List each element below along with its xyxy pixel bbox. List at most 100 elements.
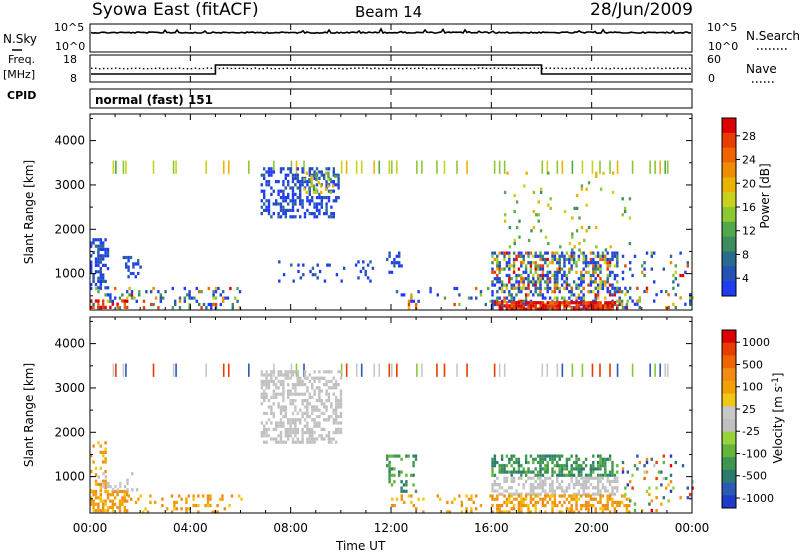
data-cell: [546, 277, 549, 281]
data-cell: [327, 199, 331, 203]
data-cell: [104, 450, 107, 454]
data-cell: [99, 273, 102, 277]
data-cell: [553, 497, 557, 501]
data-cell: [662, 267, 665, 271]
data-cell: [335, 427, 338, 431]
data-cell: [144, 507, 147, 511]
data-cell: [161, 504, 164, 508]
data-cell: [672, 286, 675, 290]
data-cell: [582, 489, 585, 493]
data-cell: [308, 431, 311, 435]
data-cell: [458, 494, 461, 498]
data-cell: [546, 470, 549, 474]
data-cell: [537, 219, 540, 223]
data-cell: [357, 260, 360, 264]
data-cell: [551, 473, 554, 477]
data-cell: [116, 488, 120, 492]
data-cell: [604, 254, 607, 258]
data-cell: [539, 277, 542, 281]
data-cell: [568, 510, 571, 514]
data-cell: [332, 212, 335, 216]
data-cell: [265, 370, 268, 374]
data-cell: [560, 467, 564, 471]
data-cell: [157, 306, 160, 310]
data-cell: [491, 489, 494, 493]
data-cell: [505, 251, 509, 255]
data-cell: [294, 431, 297, 435]
colorbar-swatch: [722, 162, 736, 178]
data-cell: [320, 170, 323, 174]
data-cell: [517, 504, 521, 508]
data-cell: [453, 286, 456, 291]
data-cell: [560, 489, 564, 493]
data-cell: [520, 273, 523, 278]
data-cell: [325, 196, 328, 200]
data-cell: [532, 460, 535, 465]
data-cell: [560, 494, 564, 498]
data-cell: [518, 235, 521, 239]
data-cell: [303, 392, 307, 396]
data-cell: [296, 383, 299, 387]
data-cell: [125, 255, 128, 260]
data-cell: [559, 245, 562, 249]
data-cell: [541, 483, 545, 487]
data-cell: [310, 178, 313, 182]
data-cell: [512, 270, 516, 274]
data-cell: [541, 307, 545, 311]
data-cell: [505, 489, 509, 493]
data-cell: [287, 180, 290, 184]
data-cell: [133, 296, 136, 300]
data-cell: [660, 289, 663, 294]
data-cell: [330, 437, 333, 441]
data-cell: [97, 286, 100, 290]
data-cell: [520, 290, 523, 294]
data-cell: [212, 293, 215, 297]
data-cell: [265, 434, 268, 438]
data-cell: [299, 189, 302, 193]
data-cell: [582, 267, 585, 271]
data-cell: [192, 497, 195, 501]
data-cell: [599, 500, 602, 504]
data-cell: [92, 241, 95, 245]
data-cell: [580, 283, 583, 287]
data-cell: [556, 261, 559, 265]
data-cell: [520, 473, 523, 477]
data-cell: [498, 483, 501, 487]
data-cell: [672, 302, 675, 306]
data-cell: [395, 290, 399, 294]
data-cell: [582, 273, 585, 278]
data-cell: [325, 399, 328, 403]
data-cell: [315, 424, 319, 428]
data-cell: [508, 290, 511, 294]
data-cell: [679, 273, 682, 278]
data-cell: [522, 257, 525, 262]
data-cell: [267, 202, 271, 206]
data-cell: [565, 473, 569, 477]
data-cell: [599, 494, 602, 498]
data-cell: [496, 507, 499, 511]
data-cell: [202, 302, 206, 307]
data-cell: [582, 296, 585, 300]
station-title: Syowa East (fitACF): [92, 0, 259, 20]
data-cell: [265, 431, 268, 435]
data-cell: [568, 257, 571, 262]
data-cell: [592, 301, 595, 305]
data-cell: [400, 457, 403, 461]
data-cell: [287, 196, 290, 200]
data-cell: [92, 460, 95, 464]
data-cell: [318, 192, 321, 196]
data-cell: [491, 473, 494, 477]
data-cell: [308, 202, 311, 206]
data-cell: [267, 199, 271, 203]
data-cell: [558, 261, 561, 265]
data-cell: [604, 473, 607, 477]
data-cell: [325, 167, 328, 171]
data-cell: [491, 251, 494, 255]
data-cell: [92, 279, 95, 283]
data-cell: [109, 485, 112, 489]
data-cell: [585, 304, 588, 308]
colorbar-tick-label: 20: [742, 177, 756, 190]
data-cell: [284, 376, 287, 380]
data-cell: [537, 301, 540, 305]
